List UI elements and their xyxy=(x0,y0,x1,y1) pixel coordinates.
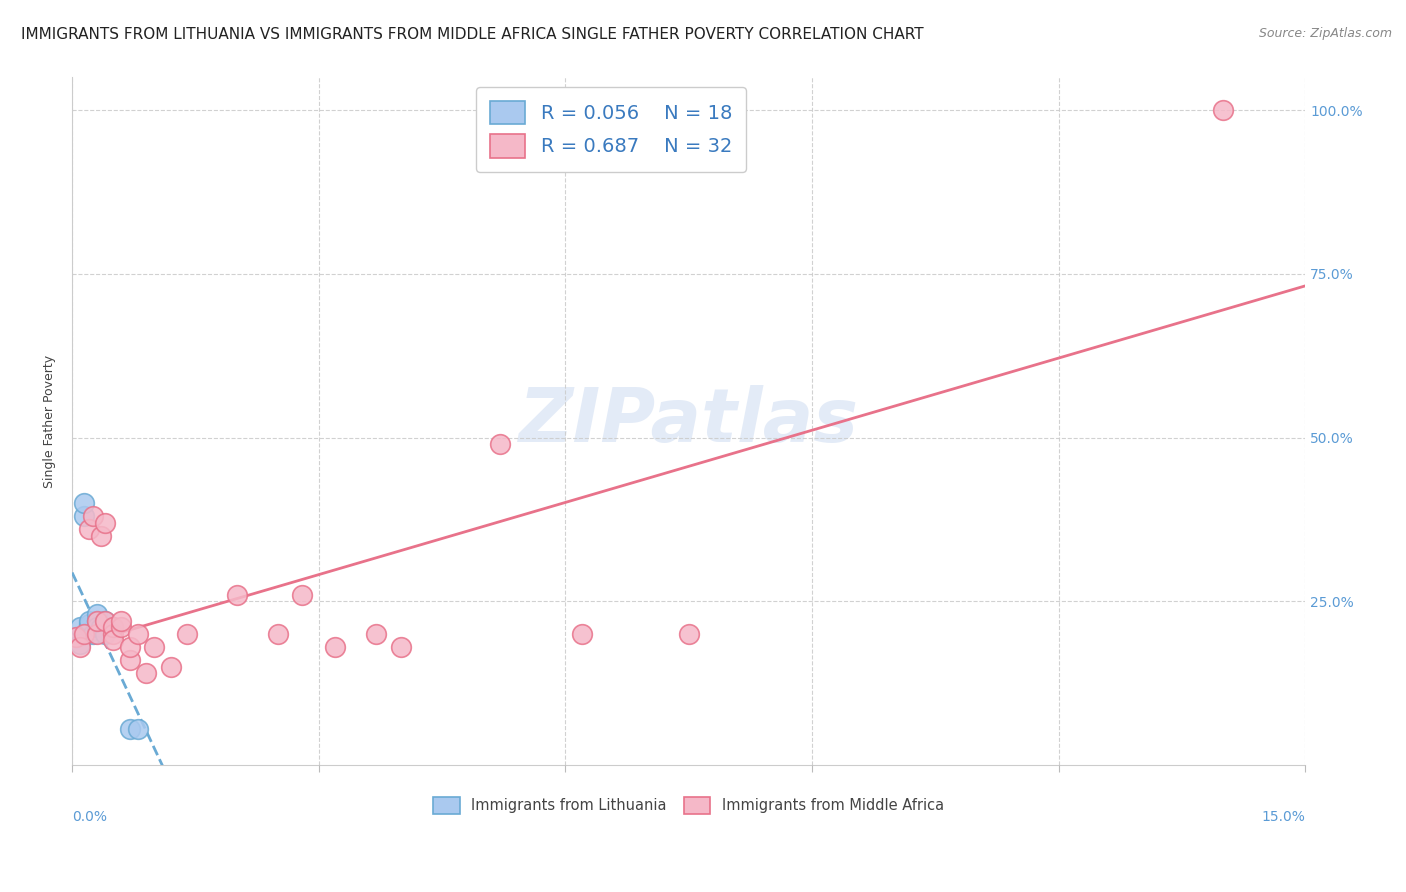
Point xyxy=(82,627,104,641)
Text: 0.0%: 0.0% xyxy=(72,810,107,823)
Point xyxy=(678,627,700,641)
Point xyxy=(86,627,108,641)
Point xyxy=(69,637,91,651)
Point xyxy=(69,620,91,634)
Point xyxy=(73,496,96,510)
Point xyxy=(291,588,314,602)
Point xyxy=(176,627,198,641)
Point xyxy=(86,614,108,628)
Point xyxy=(323,640,346,654)
Point xyxy=(127,722,149,736)
Point xyxy=(159,659,181,673)
Point xyxy=(65,630,87,644)
Point xyxy=(86,607,108,622)
Point xyxy=(77,617,100,632)
Point xyxy=(225,588,247,602)
Point xyxy=(366,627,388,641)
Point xyxy=(571,627,593,641)
Point xyxy=(488,437,510,451)
Point xyxy=(90,529,112,543)
Point xyxy=(77,614,100,628)
Point xyxy=(90,620,112,634)
Text: ZIPatlas: ZIPatlas xyxy=(519,384,859,458)
Point xyxy=(69,640,91,654)
Point xyxy=(94,614,117,628)
Point xyxy=(110,620,132,634)
Point xyxy=(103,633,125,648)
Text: Source: ZipAtlas.com: Source: ZipAtlas.com xyxy=(1258,27,1392,40)
Point xyxy=(77,522,100,536)
Point xyxy=(82,509,104,524)
Point xyxy=(86,614,108,628)
Point xyxy=(143,640,166,654)
Point xyxy=(110,614,132,628)
Text: 15.0%: 15.0% xyxy=(1261,810,1305,823)
Point xyxy=(86,620,108,634)
Point xyxy=(73,627,96,641)
Point xyxy=(1212,103,1234,118)
Point xyxy=(118,653,141,667)
Point xyxy=(118,722,141,736)
Text: IMMIGRANTS FROM LITHUANIA VS IMMIGRANTS FROM MIDDLE AFRICA SINGLE FATHER POVERTY: IMMIGRANTS FROM LITHUANIA VS IMMIGRANTS … xyxy=(21,27,924,42)
Point xyxy=(94,516,117,530)
Point xyxy=(103,620,125,634)
Legend: Immigrants from Lithuania, Immigrants from Middle Africa: Immigrants from Lithuania, Immigrants fr… xyxy=(427,791,950,820)
Point xyxy=(103,627,125,641)
Point xyxy=(389,640,412,654)
Point xyxy=(65,630,87,644)
Point xyxy=(135,666,157,681)
Point xyxy=(94,614,117,628)
Point xyxy=(73,509,96,524)
Point xyxy=(94,627,117,641)
Point xyxy=(127,627,149,641)
Point xyxy=(118,640,141,654)
Point xyxy=(77,620,100,634)
Y-axis label: Single Father Poverty: Single Father Poverty xyxy=(44,355,56,488)
Point xyxy=(103,620,125,634)
Point xyxy=(266,627,288,641)
